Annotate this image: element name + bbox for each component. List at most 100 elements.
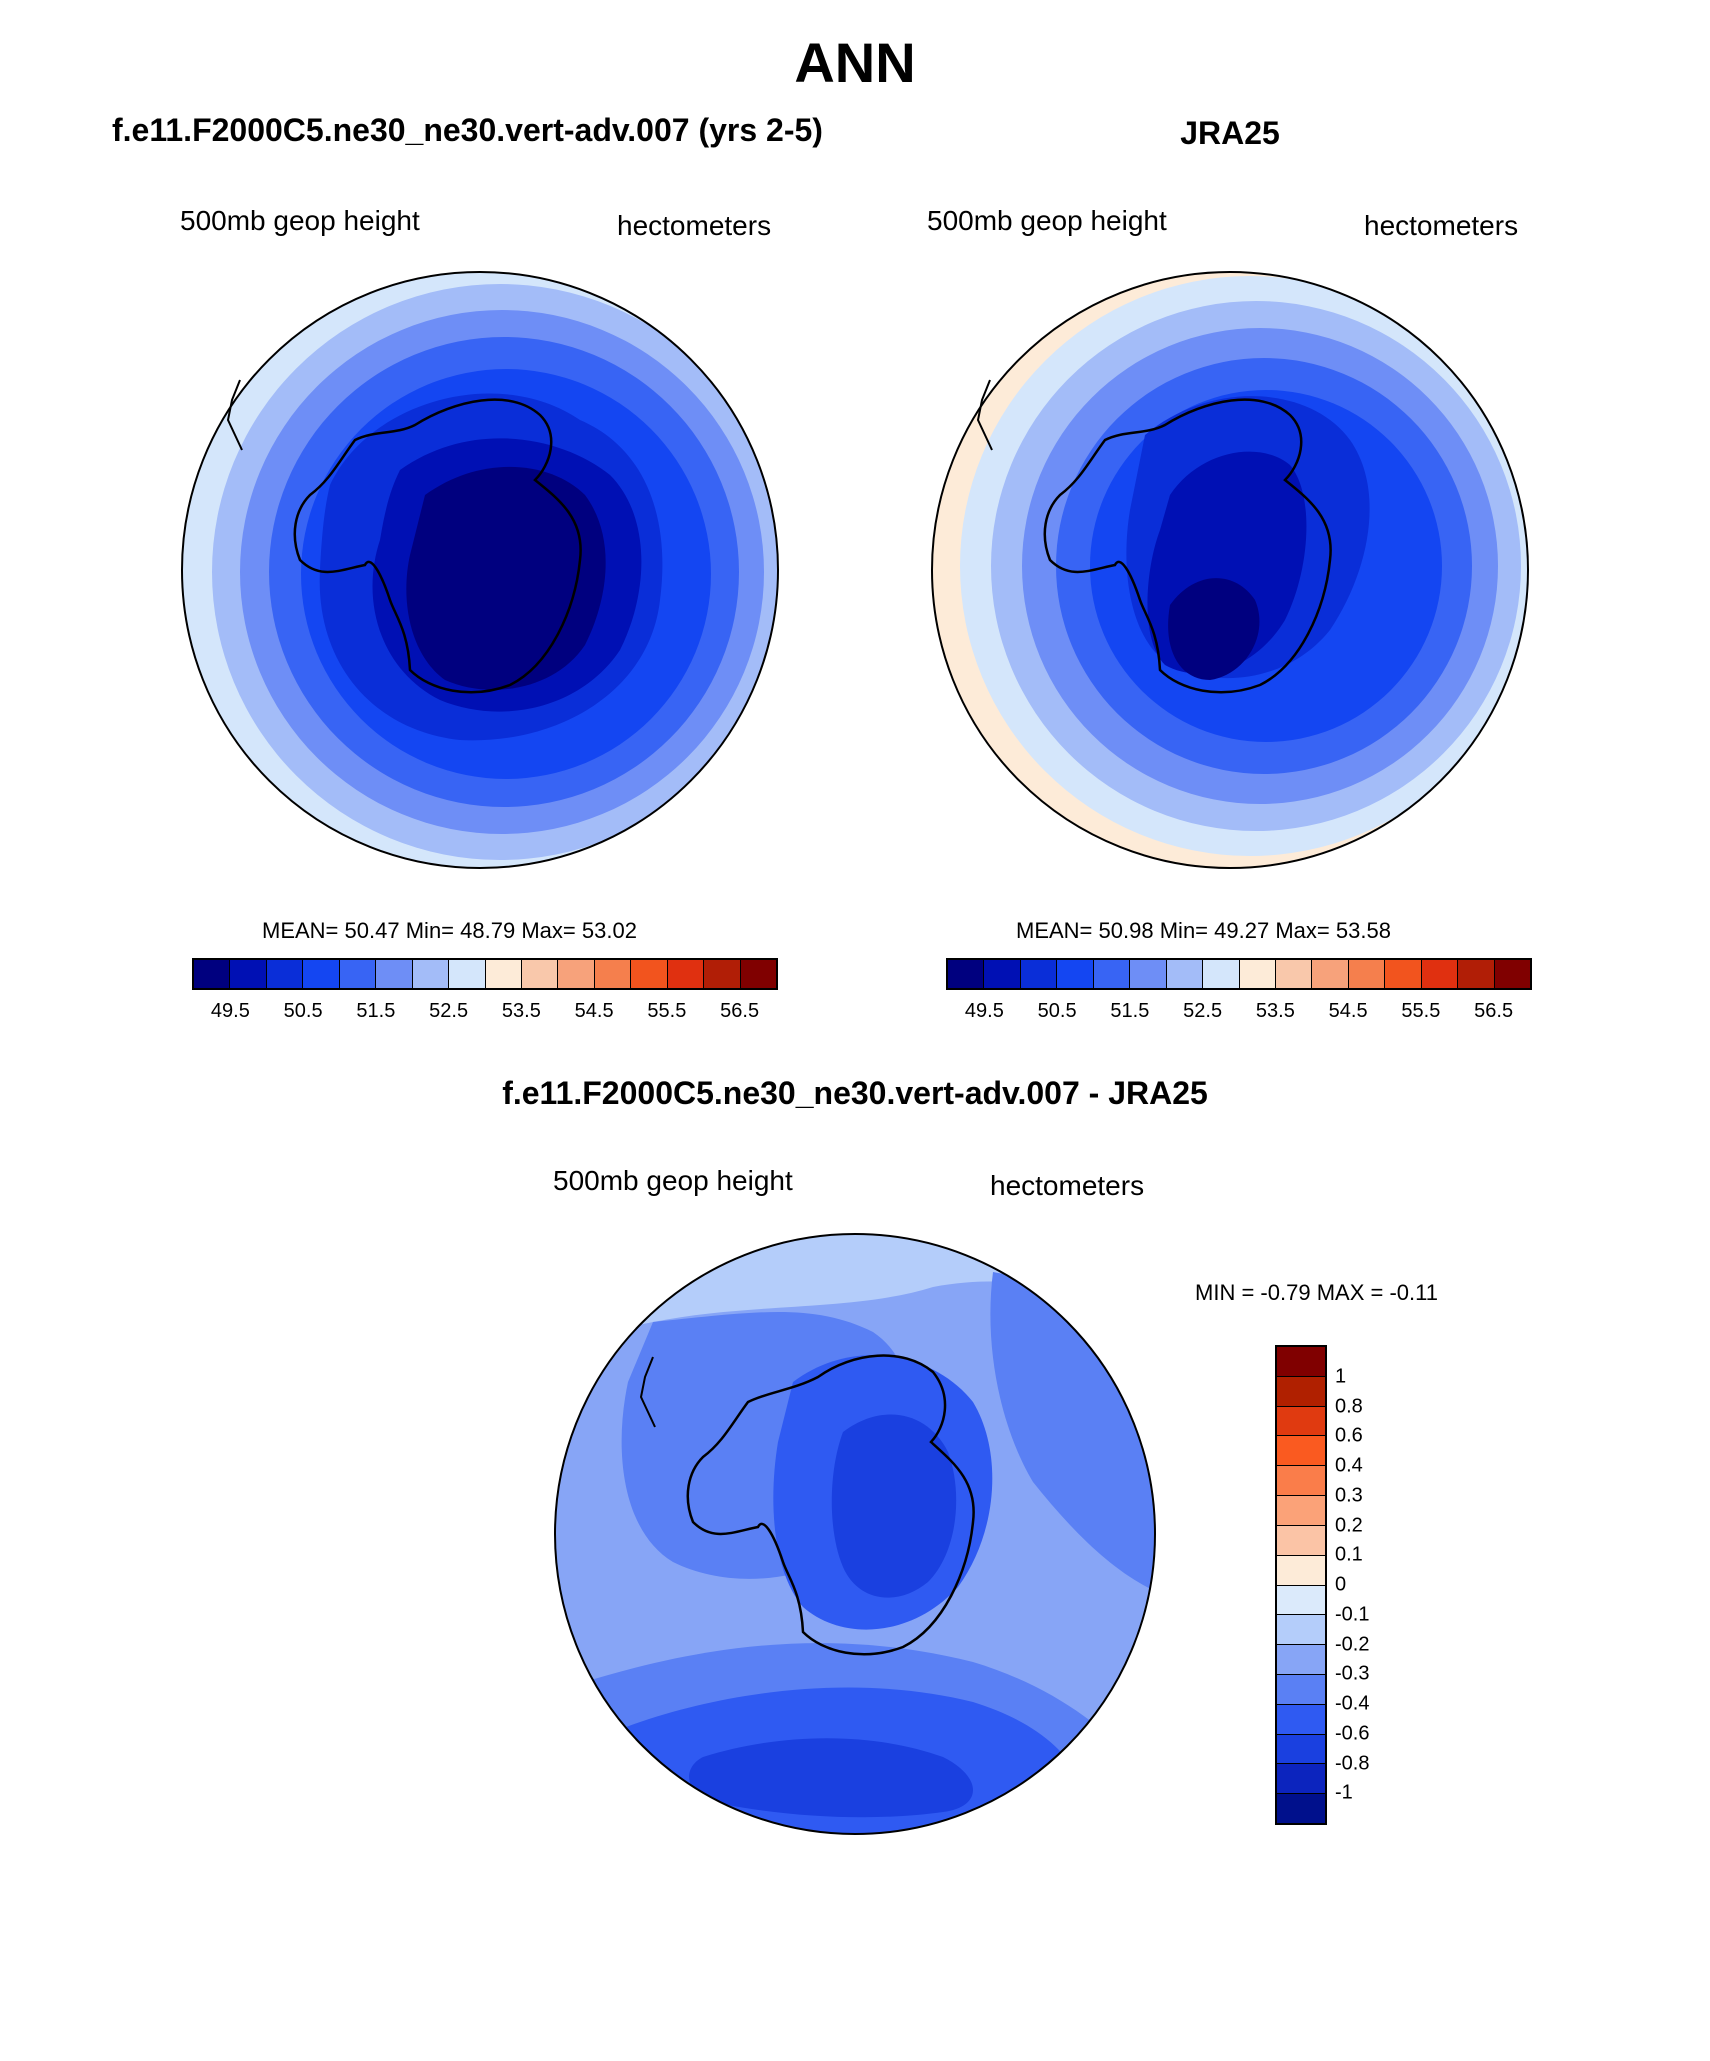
colorbar-swatch bbox=[1312, 960, 1349, 988]
colorbar-tick-label: 50.5 bbox=[283, 1000, 323, 1022]
left-max-label: Max= bbox=[521, 918, 576, 943]
colorbar-swatch bbox=[1348, 960, 1386, 988]
colorbar-swatch bbox=[984, 960, 1021, 988]
colorbar-tick-label: 53.5 bbox=[501, 1000, 541, 1022]
colorbar-swatch bbox=[1239, 960, 1276, 988]
colorbar-swatch bbox=[1277, 1496, 1325, 1526]
colorbar-swatch bbox=[1277, 1794, 1325, 1823]
colorbar-tick-label: -0.4 bbox=[1335, 1692, 1370, 1715]
colorbar-tick-label: 56.5 bbox=[720, 1000, 760, 1022]
colorbar-swatch bbox=[230, 960, 267, 988]
colorbar-tick-label: -0.3 bbox=[1335, 1662, 1370, 1685]
right-colorbar bbox=[946, 958, 1532, 990]
colorbar-swatch bbox=[449, 960, 486, 988]
right-polar-map bbox=[931, 271, 1529, 869]
diff-variable-label: 500mb geop height bbox=[553, 1165, 793, 1196]
right-mean-label: MEAN= bbox=[1016, 918, 1093, 943]
colorbar-tick-label: 55.5 bbox=[1401, 1000, 1441, 1022]
colorbar-swatch bbox=[1277, 1376, 1325, 1407]
left-min-label: Min= bbox=[405, 918, 455, 943]
colorbar-tick-label: 0.2 bbox=[1335, 1514, 1363, 1536]
colorbar-swatch bbox=[1385, 960, 1422, 988]
diff-panel-title: f.e11.F2000C5.ne30_ne30.vert-adv.007 - J… bbox=[502, 1075, 1208, 1111]
colorbar-swatch bbox=[1093, 960, 1131, 988]
right-panel-title: JRA25 bbox=[1180, 115, 1280, 151]
colorbar-swatch bbox=[631, 960, 668, 988]
colorbar-swatch bbox=[1277, 1555, 1325, 1586]
colorbar-tick-label: 52.5 bbox=[429, 1000, 469, 1022]
colorbar-swatch bbox=[1277, 1585, 1325, 1616]
diff-max-value: -0.11 bbox=[1389, 1280, 1438, 1305]
colorbar-swatch bbox=[1277, 1645, 1325, 1675]
colorbar-swatch bbox=[558, 960, 595, 988]
colorbar-tick-label: 52.5 bbox=[1183, 1000, 1223, 1022]
colorbar-swatch bbox=[1166, 960, 1204, 988]
colorbar-tick-label: 1 bbox=[1335, 1365, 1347, 1388]
colorbar-swatch bbox=[1277, 1615, 1325, 1646]
colorbar-swatch bbox=[376, 960, 413, 988]
right-variable-label: 500mb geop height bbox=[927, 205, 1167, 236]
colorbar-tick-label: -0.6 bbox=[1335, 1722, 1370, 1745]
colorbar-swatch bbox=[1277, 1436, 1325, 1467]
colorbar-swatch bbox=[339, 960, 377, 988]
left-variable-label: 500mb geop height bbox=[180, 205, 420, 236]
colorbar-swatch bbox=[1277, 1406, 1325, 1437]
colorbar-tick-label: 0.1 bbox=[1335, 1543, 1363, 1566]
colorbar-tick-label: -1 bbox=[1335, 1781, 1353, 1804]
colorbar-tick-label: -0.8 bbox=[1335, 1752, 1370, 1774]
colorbar-tick-label: 0.4 bbox=[1335, 1454, 1363, 1477]
colorbar-tick-label: 0 bbox=[1335, 1573, 1347, 1596]
diff-min-label: MIN = bbox=[1195, 1280, 1255, 1305]
diff-polar-map bbox=[554, 1233, 1156, 1835]
colorbar-swatch bbox=[1277, 1525, 1325, 1556]
diff-units-label: hectometers bbox=[990, 1170, 1145, 1201]
colorbar-swatch bbox=[1277, 1466, 1325, 1497]
colorbar-tick-label: 49.5 bbox=[210, 1000, 250, 1022]
colorbar-swatch bbox=[412, 960, 450, 988]
colorbar-tick-label: 51.5 bbox=[1110, 1000, 1150, 1022]
right-min-value: 49.27 bbox=[1214, 918, 1270, 943]
colorbar-swatch bbox=[1277, 1347, 1325, 1377]
diff-stats: MIN = -0.79 MAX = -0.11 bbox=[1195, 1280, 1438, 1306]
colorbar-tick-label: -0.1 bbox=[1335, 1603, 1370, 1626]
right-mean-value: 50.98 bbox=[1098, 918, 1154, 943]
left-colorbar bbox=[192, 958, 778, 990]
left-min-value: 48.79 bbox=[460, 918, 516, 943]
colorbar-swatch bbox=[521, 960, 559, 988]
colorbar-tick-label: 54.5 bbox=[1328, 1000, 1368, 1022]
left-panel-title: f.e11.F2000C5.ne30_ne30.vert-adv.007 (yr… bbox=[112, 112, 823, 148]
colorbar-swatch bbox=[485, 960, 522, 988]
colorbar-swatch bbox=[303, 960, 340, 988]
left-units-label: hectometers bbox=[617, 210, 772, 241]
colorbar-tick-label: 49.5 bbox=[964, 1000, 1004, 1022]
colorbar-swatch bbox=[740, 960, 776, 988]
diff-max-label: MAX = bbox=[1316, 1280, 1384, 1305]
colorbar-tick-label: 55.5 bbox=[647, 1000, 687, 1022]
colorbar-tick-label: 0.8 bbox=[1335, 1395, 1363, 1417]
colorbar-swatch bbox=[1458, 960, 1495, 988]
colorbar-tick-label: 51.5 bbox=[356, 1000, 396, 1022]
right-min-label: Min= bbox=[1159, 918, 1209, 943]
right-units-label: hectometers bbox=[1364, 210, 1519, 241]
right-stats: MEAN= 50.98 Min= 49.27 Max= 53.58 bbox=[1016, 918, 1391, 944]
colorbar-swatch bbox=[1277, 1704, 1325, 1735]
colorbar-swatch bbox=[704, 960, 741, 988]
colorbar-swatch bbox=[266, 960, 304, 988]
colorbar-swatch bbox=[194, 960, 231, 988]
colorbar-swatch bbox=[1277, 1734, 1325, 1765]
left-max-value: 53.02 bbox=[581, 918, 637, 943]
left-mean-value: 50.47 bbox=[344, 918, 400, 943]
right-max-label: Max= bbox=[1275, 918, 1330, 943]
main-title: ANN bbox=[794, 31, 916, 94]
colorbar-swatch bbox=[1494, 960, 1530, 988]
colorbar-tick-label: -0.2 bbox=[1335, 1633, 1370, 1655]
colorbar-swatch bbox=[1020, 960, 1058, 988]
colorbar-tick-label: 0.3 bbox=[1335, 1484, 1363, 1507]
diff-colorbar bbox=[1275, 1345, 1327, 1825]
colorbar-swatch bbox=[1421, 960, 1459, 988]
colorbar-swatch bbox=[1275, 960, 1313, 988]
colorbar-swatch bbox=[667, 960, 705, 988]
colorbar-swatch bbox=[1203, 960, 1240, 988]
colorbar-tick-label: 54.5 bbox=[574, 1000, 614, 1022]
colorbar-swatch bbox=[1277, 1764, 1325, 1795]
